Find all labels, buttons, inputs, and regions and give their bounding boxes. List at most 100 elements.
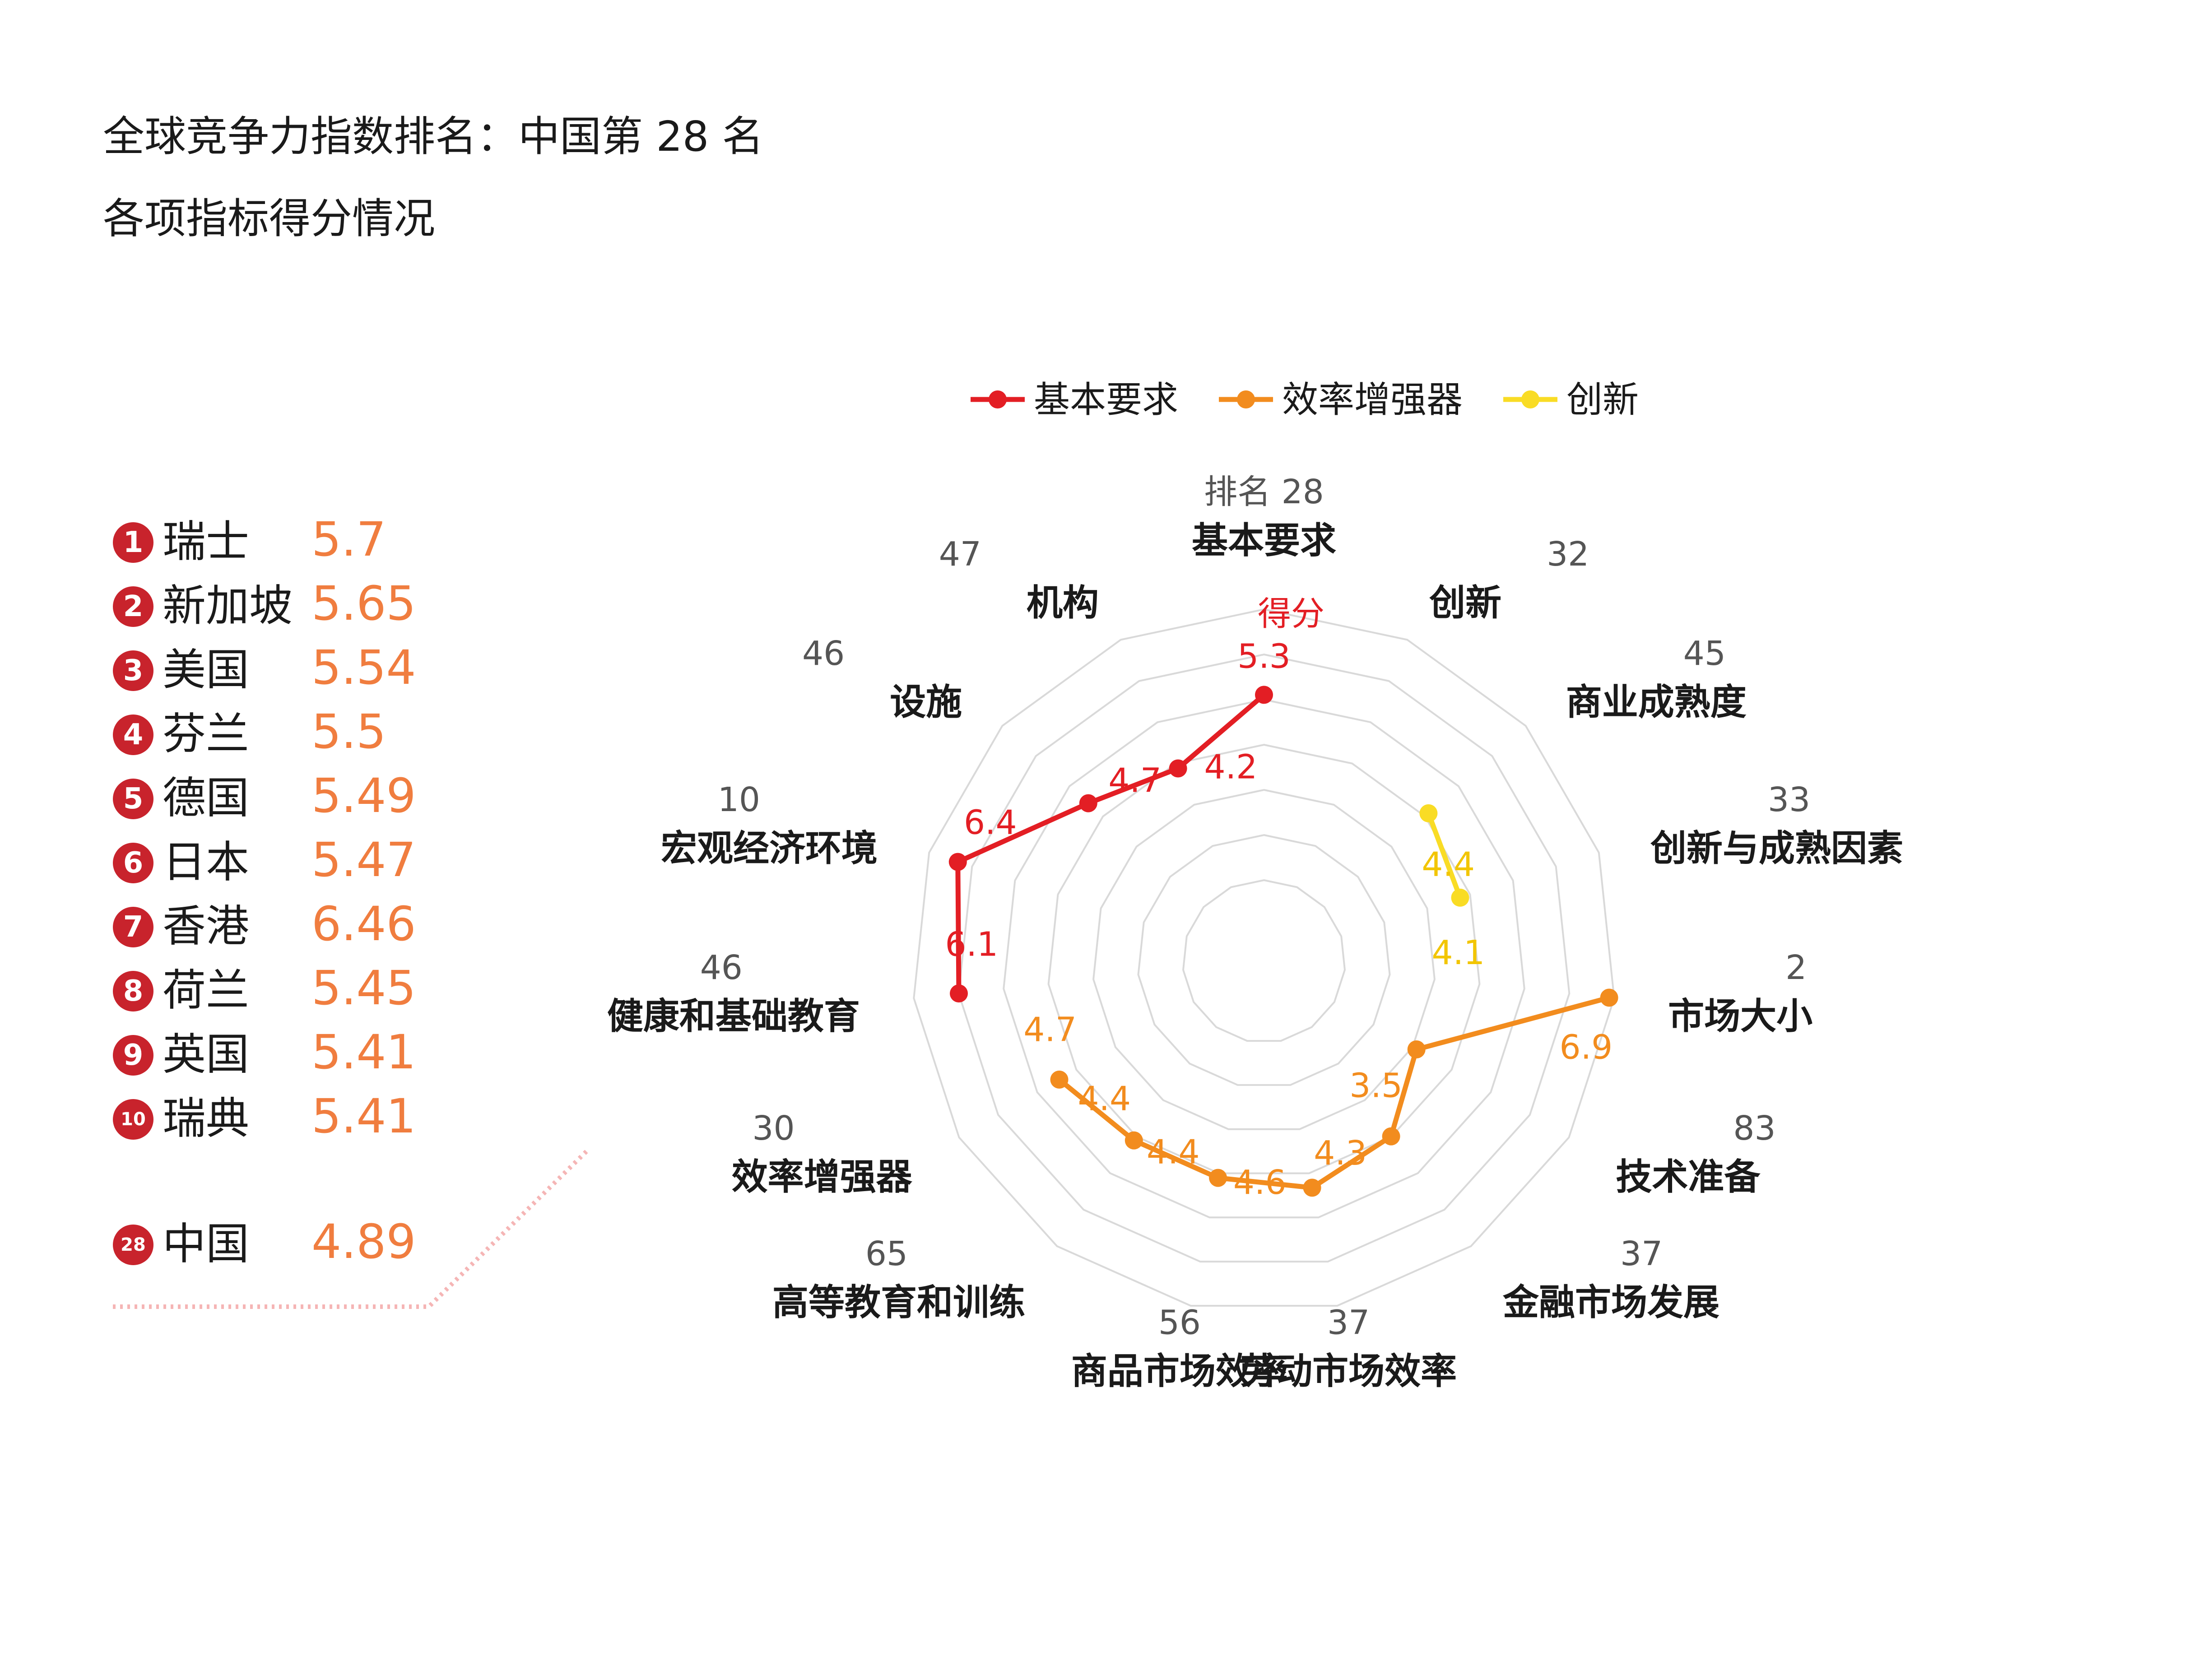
rank-badge: 28	[113, 1225, 153, 1265]
page-title: 全球竞争力指数排名：中国第 28 名	[103, 112, 764, 161]
axis-rank: 65	[865, 1234, 908, 1273]
rank-badge: 10	[113, 1099, 153, 1140]
rank-country: 德国	[163, 773, 249, 823]
rank-country: 香港	[163, 901, 249, 951]
rank-score: 5.54	[311, 640, 416, 695]
axis-label: 金融市场发展	[1502, 1281, 1719, 1323]
axis-label: 基本要求	[1192, 520, 1336, 561]
grid-ring	[1047, 743, 1481, 1174]
rank-country: 芬兰	[163, 709, 249, 759]
rank-score: 5.5	[311, 704, 386, 759]
rank-badge: 9	[113, 1035, 153, 1076]
score-label: 4.7	[1023, 1011, 1077, 1049]
score-label: 4.4	[1147, 1133, 1200, 1172]
axis-rank: 56	[1158, 1303, 1201, 1342]
legend-label: 创新	[1566, 379, 1639, 421]
axis-rank: 83	[1733, 1109, 1775, 1148]
score-label: 4.2	[1204, 747, 1258, 786]
score-label: 4.4	[1078, 1080, 1131, 1118]
rank-country: 日本	[163, 837, 249, 887]
score-label: 6.9	[1560, 1028, 1613, 1067]
rank-country: 新加坡	[163, 580, 293, 631]
rank-badge: 1	[113, 522, 153, 563]
legend-swatch-dot	[1237, 390, 1255, 408]
axis-label: 技术准备	[1616, 1156, 1761, 1198]
data-point	[1255, 686, 1273, 704]
rank-score: 6.46	[311, 896, 416, 951]
rank-badge: 5	[113, 779, 153, 819]
axis-rank: 32	[1547, 535, 1589, 574]
axis-rank: 30	[752, 1109, 795, 1148]
rank-badge: 6	[113, 843, 153, 883]
legend-swatch-dot	[989, 390, 1007, 408]
rank-score: 5.45	[311, 960, 416, 1016]
score-label: 4.4	[1422, 845, 1475, 884]
grid-ring	[913, 608, 1615, 1307]
rank-country: 美国	[163, 645, 249, 695]
rank-badge: 7	[113, 907, 153, 947]
axis-label: 设施	[890, 681, 962, 723]
axis-rank: 37	[1620, 1234, 1663, 1273]
axis-label: 创新	[1429, 582, 1501, 624]
data-point	[1419, 804, 1438, 822]
rank-country: 瑞典	[163, 1093, 249, 1144]
axis-label: 机构	[1027, 582, 1099, 624]
axis-label: 宏观经济环境	[661, 827, 878, 869]
rank-badge: 8	[113, 971, 153, 1011]
data-point	[1079, 794, 1097, 812]
legend-label: 基本要求	[1034, 379, 1178, 421]
score-label: 5.3	[1237, 637, 1291, 676]
data-point	[1050, 1070, 1069, 1089]
score-label: 4.7	[1108, 761, 1162, 800]
grid-ring	[1137, 834, 1391, 1086]
rank-score: 5.7	[311, 512, 386, 567]
score-label: 4.1	[1432, 933, 1485, 972]
data-point	[1407, 1040, 1426, 1058]
axis-rank: 10	[718, 780, 760, 819]
grid-ring	[1182, 879, 1346, 1042]
axis-rank: 46	[802, 634, 845, 673]
grid-ring	[1092, 789, 1436, 1130]
page-subtitle: 各项指标得分情况	[103, 195, 436, 243]
axis-label: 健康和基础教育	[607, 995, 860, 1037]
rank-badge: 3	[113, 650, 153, 691]
score-header: 得分	[1258, 594, 1324, 633]
rank-score: 5.65	[311, 576, 416, 631]
axis-label: 效率增强器	[732, 1156, 913, 1198]
data-point	[1169, 759, 1187, 778]
axis-rank: 46	[700, 948, 743, 987]
grid-ring	[957, 653, 1571, 1263]
data-point	[1303, 1178, 1321, 1197]
rank-score: 5.41	[311, 1025, 416, 1080]
score-label: 6.1	[945, 925, 998, 964]
connector-line	[113, 1149, 589, 1309]
rank-score: 5.49	[311, 768, 416, 823]
axis-label: 创新与成熟因素	[1650, 827, 1903, 869]
rank-country: 荷兰	[163, 965, 249, 1016]
axis-rank: 2	[1785, 948, 1807, 987]
rank-country: 英国	[163, 1029, 249, 1080]
legend-swatch-dot	[1521, 390, 1539, 408]
data-point	[1382, 1127, 1400, 1146]
axis-label: 商品市场效率	[1071, 1350, 1288, 1392]
data-point	[1209, 1169, 1227, 1187]
rank-score: 4.89	[311, 1214, 416, 1269]
data-point	[1125, 1131, 1143, 1150]
data-point	[1451, 888, 1469, 907]
legend-label: 效率增强器	[1282, 379, 1463, 421]
score-label: 4.6	[1233, 1163, 1287, 1202]
grid-ring	[1003, 698, 1525, 1219]
data-point	[1600, 988, 1618, 1007]
rank-country: 瑞士	[163, 516, 249, 567]
score-label: 6.4	[964, 803, 1017, 842]
data-point	[950, 984, 968, 1002]
rank-score: 5.41	[311, 1089, 416, 1144]
rank-country: 中国	[163, 1219, 249, 1269]
axis-label: 劳动市场效率	[1240, 1350, 1457, 1392]
axis-rank: 37	[1327, 1303, 1370, 1342]
axis-label: 商业成熟度	[1566, 681, 1747, 723]
axis-label: 高等教育和训练	[772, 1281, 1025, 1323]
axis-rank: 45	[1683, 634, 1726, 673]
axis-rank: 排名 28	[1204, 473, 1324, 511]
